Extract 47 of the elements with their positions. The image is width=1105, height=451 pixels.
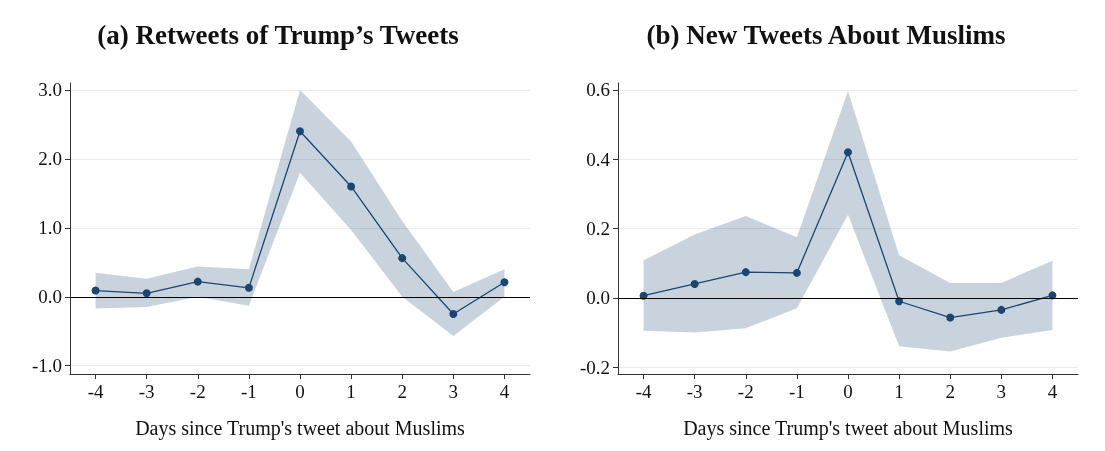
point bbox=[296, 127, 304, 136]
point bbox=[449, 310, 458, 318]
x-tick-label: -4 bbox=[87, 381, 104, 402]
x-tick-label: -1 bbox=[240, 381, 257, 402]
chart-title: (b) New Tweets About Muslims bbox=[646, 19, 1006, 50]
x-tick-label: -2 bbox=[737, 381, 754, 402]
x-tick-label: -3 bbox=[138, 381, 155, 402]
x-tick-label: -3 bbox=[686, 381, 703, 402]
point bbox=[844, 148, 852, 157]
x-tick-label: 4 bbox=[1047, 381, 1058, 402]
x-tick-label: 4 bbox=[499, 381, 510, 402]
x-tick-label: 3 bbox=[996, 381, 1007, 402]
point bbox=[193, 277, 202, 286]
point bbox=[142, 289, 151, 298]
y-tick-label: -1.0 bbox=[31, 355, 62, 377]
x-tick-label: 1 bbox=[346, 381, 356, 402]
x-axis-title: Days since Trump's tweet about Muslims bbox=[683, 417, 1014, 440]
x-tick-label: 0 bbox=[843, 381, 853, 402]
y-tick-label: 1.0 bbox=[38, 217, 62, 239]
point bbox=[347, 182, 356, 191]
x-tick-label: 2 bbox=[945, 381, 955, 402]
point bbox=[500, 278, 509, 287]
x-axis-title: Days since Trump's tweet about Muslims bbox=[135, 417, 466, 440]
y-tick-label: 0.0 bbox=[586, 287, 610, 309]
x-tick-label: -2 bbox=[189, 381, 206, 402]
point bbox=[690, 279, 699, 288]
y-tick-label: 0.0 bbox=[38, 286, 62, 308]
x-tick-label: -4 bbox=[635, 381, 652, 402]
y-tick-label: -0.2 bbox=[579, 356, 610, 378]
point bbox=[244, 283, 253, 292]
point bbox=[91, 286, 100, 295]
x-tick-label: 2 bbox=[397, 381, 407, 402]
y-tick-label: 0.4 bbox=[586, 148, 611, 170]
point bbox=[741, 268, 750, 277]
y-tick-label: 0.2 bbox=[586, 218, 610, 239]
chart-title: (a) Retweets of Trump’s Tweets bbox=[97, 19, 459, 50]
point bbox=[398, 254, 407, 263]
y-tick-label: 2.0 bbox=[38, 148, 62, 170]
point bbox=[946, 313, 955, 322]
x-tick-label: -1 bbox=[788, 381, 805, 402]
point bbox=[792, 268, 801, 277]
point bbox=[997, 305, 1006, 314]
x-tick-label: 1 bbox=[894, 381, 904, 402]
x-tick-label: 3 bbox=[448, 381, 459, 402]
y-tick-label: 0.6 bbox=[586, 79, 610, 101]
y-tick-label: 3.0 bbox=[38, 79, 62, 101]
x-tick-label: 0 bbox=[295, 381, 305, 402]
